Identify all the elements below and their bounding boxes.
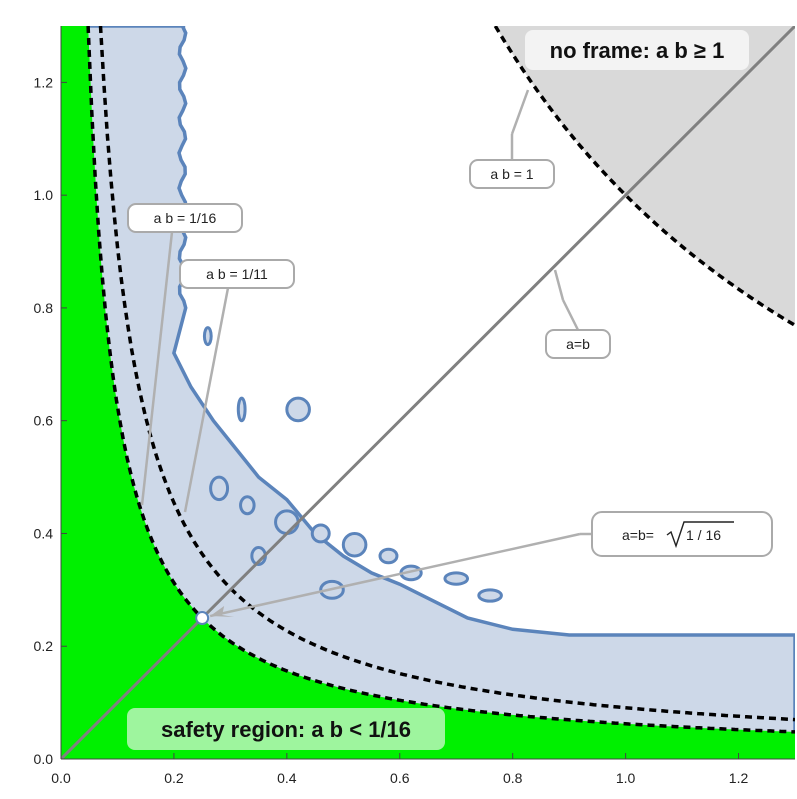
x-tick-label: 0.0 <box>51 770 71 786</box>
y-ticks: 0.0 0.2 0.4 0.6 0.8 1.0 1.2 <box>34 74 67 767</box>
x-ticks: 0.0 0.2 0.4 0.6 0.8 1.0 1.2 <box>51 753 748 786</box>
experimental-islands <box>202 326 503 603</box>
y-tick-label: 0.0 <box>34 751 54 767</box>
island-blob <box>209 475 230 502</box>
leader-diag-a <box>561 299 580 331</box>
island-blob <box>477 588 503 603</box>
y-tick-label: 0.2 <box>34 638 54 654</box>
diagonal-line <box>61 26 795 759</box>
callout-diag: a=b <box>545 329 611 359</box>
x-tick-label: 0.2 <box>164 770 184 786</box>
callout-ab-1: a b = 1 <box>469 159 555 189</box>
island-blob <box>341 531 368 558</box>
no-frame-text: no frame: a b ≥ 1 <box>550 38 725 63</box>
label-point-prefix: a=b= <box>622 527 654 543</box>
leader-ab-1-16 <box>140 231 174 506</box>
callout-ab-1-11: a b = 1/11 <box>179 259 295 289</box>
sqrt-point-marker <box>195 611 210 626</box>
x-tick-label: 0.6 <box>390 770 410 786</box>
island-blob <box>239 495 256 516</box>
callout-leaders <box>140 89 592 618</box>
arrow-head <box>210 606 235 618</box>
leader-diag-b <box>553 269 565 301</box>
y-tick-label: 0.6 <box>34 413 54 429</box>
island-blob <box>202 326 213 347</box>
island-blob <box>285 396 311 423</box>
label-diag: a=b <box>566 336 590 352</box>
x-tick-label: 1.0 <box>616 770 636 786</box>
label-ab-1: a b = 1 <box>490 166 533 182</box>
label-point-radicand: 1 / 16 <box>686 527 721 543</box>
island-blob <box>236 396 247 423</box>
x-tick-label: 1.2 <box>729 770 749 786</box>
x-tick-label: 0.8 <box>503 770 523 786</box>
label-ab-1-16: a b = 1/16 <box>154 210 217 226</box>
curve-ab-1-11 <box>98 26 795 722</box>
island-blob <box>274 509 300 535</box>
sqrt-symbol <box>666 521 734 549</box>
callout-point: a=b= 1 / 16 <box>591 511 773 557</box>
leader-ab-1-b <box>510 89 530 135</box>
island-blob <box>378 547 399 565</box>
safety-label: safety region: a b < 1/16 <box>127 708 445 750</box>
no-frame-label: no frame: a b ≥ 1 <box>525 30 749 70</box>
y-tick-label: 0.8 <box>34 300 54 316</box>
y-tick-label: 0.4 <box>34 525 54 541</box>
leader-ab-1-11 <box>183 287 230 513</box>
callout-ab-1-16: a b = 1/16 <box>127 203 243 233</box>
safety-text: safety region: a b < 1/16 <box>161 717 411 742</box>
y-tick-label: 1.2 <box>34 74 54 90</box>
island-blob <box>443 571 470 586</box>
island-blob <box>310 523 331 544</box>
leader-point-b <box>209 532 581 618</box>
x-tick-label: 0.4 <box>277 770 297 786</box>
y-tick-label: 1.0 <box>34 187 54 203</box>
curve-ab-1 <box>493 26 795 327</box>
label-ab-1-11: a b = 1/11 <box>206 266 268 282</box>
